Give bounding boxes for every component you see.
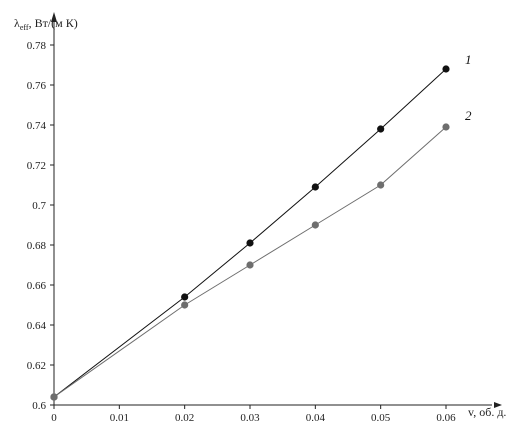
series-points xyxy=(50,65,450,401)
y-axis-title-symbol: λ xyxy=(14,16,20,30)
series-1-point xyxy=(181,293,189,301)
series-1-point xyxy=(246,239,254,247)
series-1-point xyxy=(442,65,450,73)
x-tick-label: 0.03 xyxy=(240,412,260,424)
x-tick-label: 0.04 xyxy=(306,412,326,424)
y-tick-label: 0.7 xyxy=(32,200,46,212)
series-2-point xyxy=(181,301,189,309)
series-2-line xyxy=(53,126,447,398)
x-tick-label: 0.01 xyxy=(110,412,129,424)
y-tick-label: 0.78 xyxy=(27,40,47,52)
x-axis-title: v, об. д. xyxy=(468,405,506,419)
series-2-point xyxy=(246,261,254,269)
y-tick-label: 0.68 xyxy=(27,240,47,252)
x-tick-label: 0.06 xyxy=(436,412,456,424)
y-tick-label: 0.72 xyxy=(27,160,46,172)
y-axis-arrow xyxy=(51,12,57,22)
y-axis-title: λeff, Вт/(м К) xyxy=(14,16,78,32)
axes xyxy=(51,12,502,408)
series-1-line xyxy=(53,68,447,398)
series-lines xyxy=(53,68,447,398)
series-2-point xyxy=(50,393,58,401)
x-axis-arrow xyxy=(494,402,502,408)
series-1-label: 1 xyxy=(465,52,472,67)
x-tick-label: 0.05 xyxy=(371,412,391,424)
x-tick-label: 0.02 xyxy=(175,412,194,424)
y-tick-label: 0.76 xyxy=(27,80,47,92)
x-tick-label: 0 xyxy=(51,412,57,424)
series-1-point xyxy=(377,125,385,133)
y-axis-title-unit: , Вт/(м К) xyxy=(29,16,78,30)
y-tick-label: 0.64 xyxy=(27,320,47,332)
series-1-point xyxy=(311,183,319,191)
y-tick-label: 0.6 xyxy=(32,400,46,412)
y-axis-title-subscript: eff xyxy=(20,23,29,32)
series-2-label: 2 xyxy=(465,108,472,123)
series-2-point xyxy=(442,123,450,131)
series-2-point xyxy=(311,221,319,229)
x-ticks: 0 0.01 0.02 0.03 0.04 0.05 0.06 xyxy=(51,405,456,424)
y-ticks: 0.6 0.62 0.64 0.66 0.68 0.7 0.72 0.74 0.76 0.78 xyxy=(27,40,54,412)
series-2-point xyxy=(377,181,385,189)
y-tick-label: 0.74 xyxy=(27,120,47,132)
y-tick-label: 0.66 xyxy=(27,280,47,292)
y-tick-label: 0.62 xyxy=(27,360,46,372)
